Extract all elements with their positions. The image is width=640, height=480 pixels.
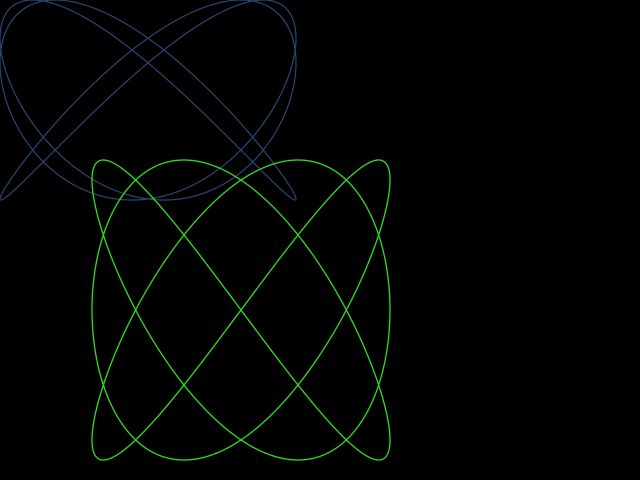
lissajous-curve-back xyxy=(0,0,297,201)
lissajous-curve-front xyxy=(91,159,391,461)
